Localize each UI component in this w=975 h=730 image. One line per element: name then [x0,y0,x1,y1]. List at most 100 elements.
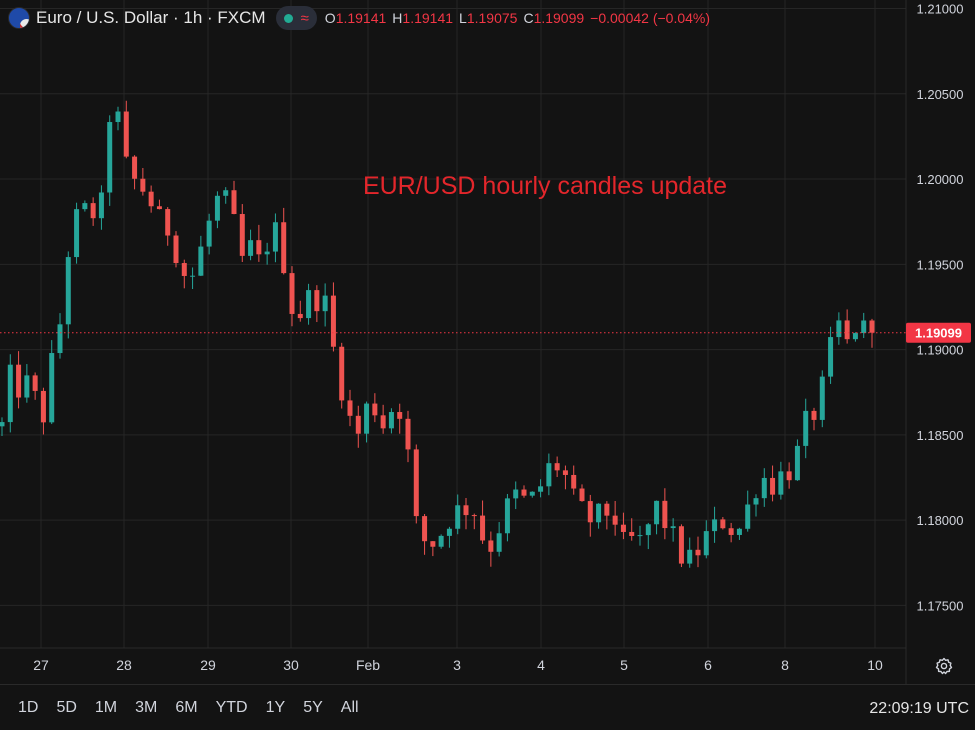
range-1y-button[interactable]: 1Y [265,698,286,716]
candle-body [579,488,585,502]
y-tick-label: 1.21000 [917,2,964,17]
candle-body [529,491,535,496]
x-tick-label: 8 [781,657,789,673]
price-axis[interactable]: 1.17500 1.18000 1.18500 1.19000 1.19500 1.200… [917,2,964,614]
candle-body [687,549,693,564]
candles-group [0,100,875,568]
candle-body [422,516,428,542]
candle-body [703,531,709,556]
candle-body [405,418,411,450]
candle-body [828,337,834,377]
candle-body [803,410,809,446]
x-tick-label: Feb [356,657,380,673]
candle-body [786,471,792,481]
candle-body [397,412,403,419]
y-tick-label: 1.20000 [917,172,964,187]
candle-body [248,240,254,256]
candle-body [513,489,519,499]
close-value: 1.19099 [533,10,585,26]
candle-body [571,474,577,489]
high-label: H [392,10,403,26]
y-tick-label: 1.17500 [917,598,964,613]
candle-body [181,263,187,276]
candle-body [330,295,336,347]
open-label: O [324,10,336,26]
gear-icon[interactable] [934,656,954,676]
range-3m-button[interactable]: 3M [135,698,158,716]
ohlc-readout: O1.19141 H1.19141 L1.19075 C1.19099 −0.0… [325,10,710,26]
chart-header: Euro / U.S. Dollar · 1h · FXCM ≈ O1.1914… [8,6,710,30]
candle-body [74,209,80,258]
approx-icon: ≈ [300,9,309,27]
open-value: 1.19141 [335,10,387,26]
y-tick-label: 1.19000 [917,343,964,358]
candle-body [289,273,295,314]
candle-body [364,403,370,434]
low-value: 1.19075 [466,10,518,26]
range-5d-button[interactable]: 5D [56,698,77,716]
x-tick-label: 5 [620,657,628,673]
candle-body [98,192,104,219]
candle-body [272,222,278,252]
candle-body [388,412,394,429]
candle-body [471,515,477,517]
candle-body [198,246,204,276]
candle-body [24,375,30,398]
last-price-text: 1.19099 [915,326,962,341]
flag-icon [8,7,30,29]
candle-body [736,528,742,535]
candle-body [7,364,13,423]
range-5y-button[interactable]: 5Y [303,698,323,716]
high-value: 1.19141 [402,10,454,26]
candle-body [546,463,552,487]
candle-body [65,257,71,325]
candle-body [82,203,88,210]
candle-body [670,526,676,529]
chart-canvas[interactable]: 1.17500 1.18000 1.18500 1.19000 1.19500 1.200… [0,0,975,684]
candle-body [620,524,626,532]
range-1d-button[interactable]: 1D [18,698,39,716]
range-all-button[interactable]: All [340,698,359,716]
candle-body [0,422,5,427]
candle-body [148,191,154,207]
candle-body [115,111,121,123]
candle-body [496,533,502,552]
range-ytd-button[interactable]: YTD [215,698,248,716]
candle-body [49,353,55,423]
candle-body [753,498,759,505]
market-status-pill[interactable]: ≈ [275,6,317,30]
candle-body [173,235,179,264]
candle-body [869,320,875,333]
range-6m-button[interactable]: 6M [175,698,198,716]
y-tick-label: 1.19500 [917,257,964,272]
candle-body [40,390,46,423]
symbol-title[interactable]: Euro / U.S. Dollar · 1h · FXCM [36,8,266,27]
x-tick-label: 27 [33,657,49,673]
utc-clock[interactable]: 22:09:19 UTC [869,700,969,717]
candle-body [587,501,593,523]
candle-body [339,346,345,401]
candle-body [629,531,635,536]
candle-body [438,535,444,547]
candle-body [57,324,63,354]
candle-body [637,535,643,537]
candle-body [239,214,245,256]
x-tick-label: 28 [116,657,132,673]
candle-body [355,415,361,434]
candle-body [836,320,842,338]
candle-body [645,524,651,536]
candle-body [140,178,146,192]
candle-body [678,526,684,564]
x-tick-label: 3 [453,657,461,673]
candle-body [720,519,726,529]
candle-body [446,528,452,536]
time-axis[interactable]: 27 28 29 30 Feb 3 4 5 6 8 10 [33,657,883,673]
candle-body [844,320,850,340]
candle-body [521,489,527,496]
candle-body [206,220,212,247]
candle-body [728,528,734,535]
range-1m-button[interactable]: 1M [94,698,118,716]
x-tick-label: 6 [704,657,712,673]
candle-body [347,400,353,416]
candle-body [32,375,38,391]
